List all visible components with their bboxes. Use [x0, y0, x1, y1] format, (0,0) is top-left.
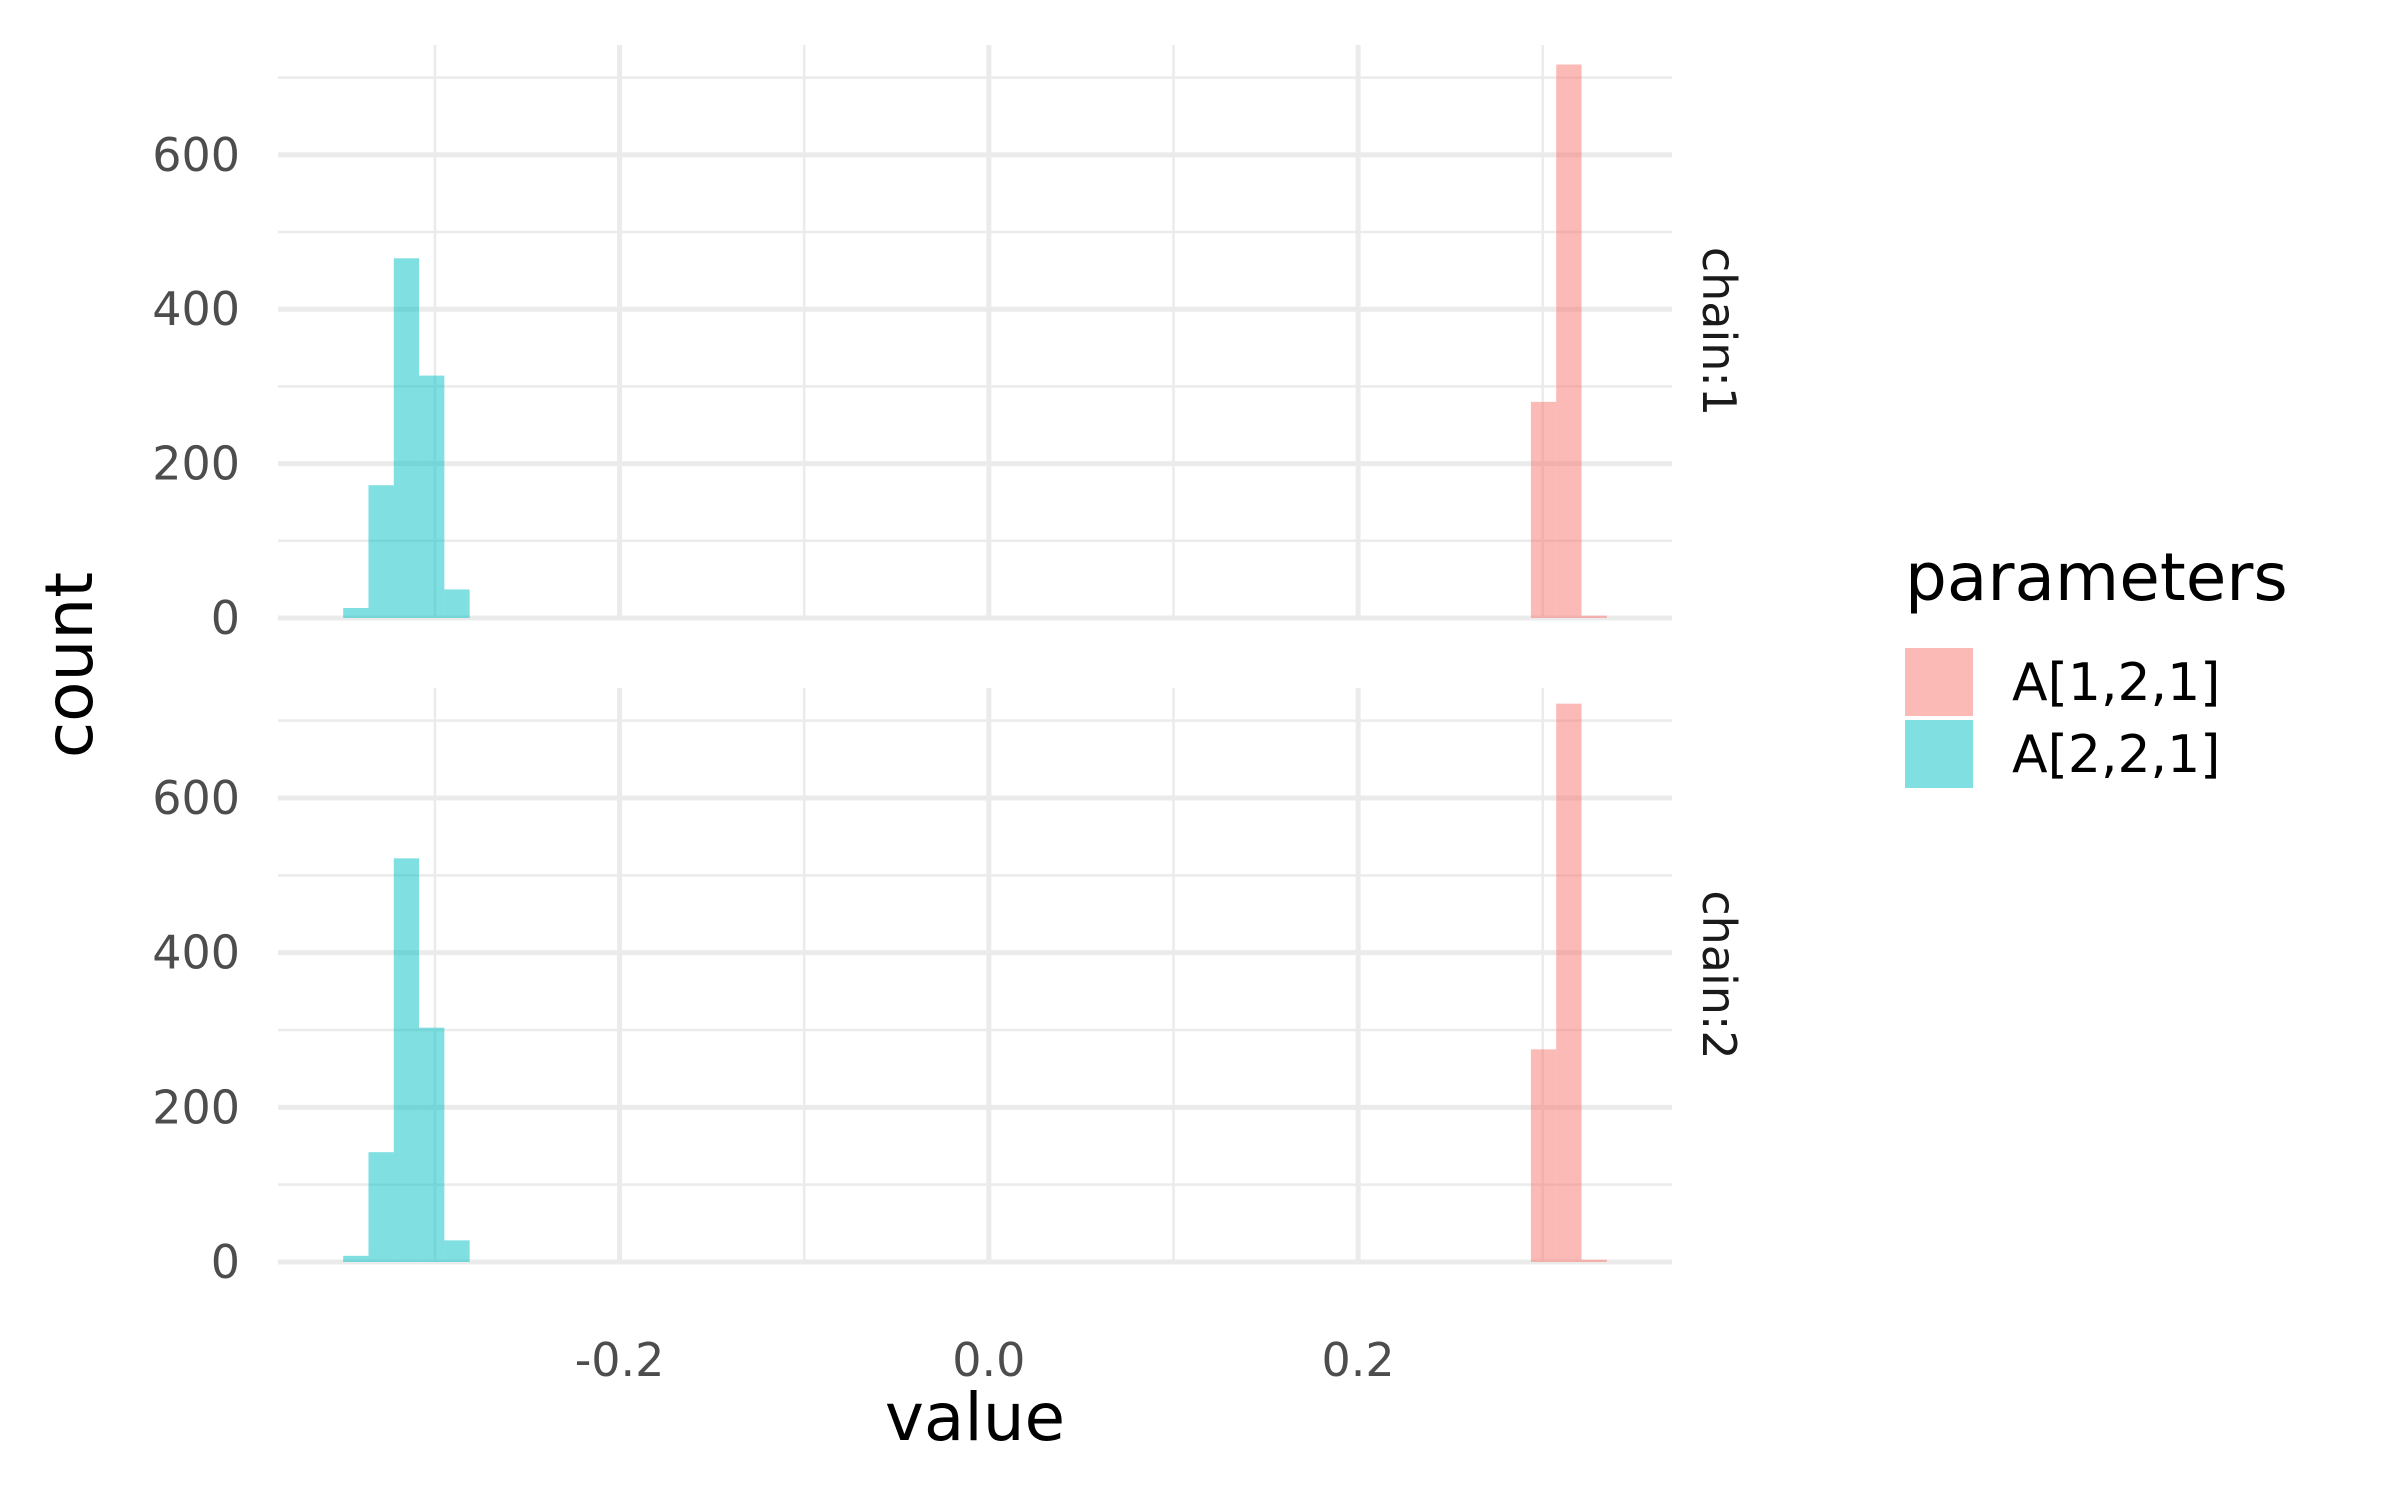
histogram-bar [1581, 615, 1607, 618]
histogram-bar [1556, 64, 1582, 619]
legend-label-a121: A[1,2,1] [2012, 653, 2220, 713]
y-tick-label: 400 [152, 282, 240, 336]
histogram-bar [1530, 1049, 1557, 1262]
histogram-bar [419, 375, 445, 618]
facet-panel-2: 0 200 400 600 chain:2 [152, 688, 1746, 1289]
legend-key-a221 [1905, 720, 1973, 788]
histogram-bar [1530, 401, 1557, 618]
y-tick-label: 400 [152, 926, 240, 980]
y-tick-label: 600 [152, 128, 240, 182]
y-tick-label: 0 [211, 591, 240, 645]
histogram-bar [368, 1152, 394, 1262]
facet-panel-1: 0 200 400 600 chain:1 [152, 45, 1746, 645]
histogram-bar [393, 258, 420, 618]
facet-strip-label: chain:2 [1692, 890, 1746, 1059]
histogram-bar [343, 607, 369, 618]
x-axis-title: value [885, 1379, 1065, 1456]
legend: parameters A[1,2,1] A[2,2,1] [1905, 539, 2288, 788]
y-tick-label: 200 [152, 437, 240, 491]
y-tick-label: 0 [211, 1235, 240, 1289]
histogram-bar [444, 1240, 470, 1262]
series-2 [343, 258, 470, 618]
x-tick-label: -0.2 [575, 1333, 665, 1387]
histogram-bar [444, 589, 470, 618]
facet-strip-label: chain:1 [1692, 247, 1746, 416]
histogram-bar [1556, 703, 1582, 1262]
legend-label-a221: A[2,2,1] [2012, 725, 2220, 785]
histogram-bar [393, 858, 420, 1262]
y-tick-label: 200 [152, 1080, 240, 1134]
series-1 [1530, 64, 1607, 619]
legend-key-a121 [1905, 648, 1973, 716]
facet-panels: 0 200 400 600 chain:1 0 200 400 600 chain:2 -0.2 0.… [152, 45, 1746, 1387]
x-tick-label: 0.2 [1322, 1333, 1395, 1387]
legend-title: parameters [1905, 539, 2288, 616]
histogram-bar [368, 485, 394, 618]
series-2 [343, 858, 470, 1262]
series-1 [1530, 703, 1607, 1262]
histogram-bar [1581, 1259, 1607, 1262]
y-axis-title: count [31, 572, 108, 758]
histogram-bar [419, 1027, 445, 1262]
histogram-bar [343, 1255, 369, 1262]
x-tick-label: 0.0 [952, 1333, 1025, 1387]
y-tick-label: 600 [152, 771, 240, 825]
